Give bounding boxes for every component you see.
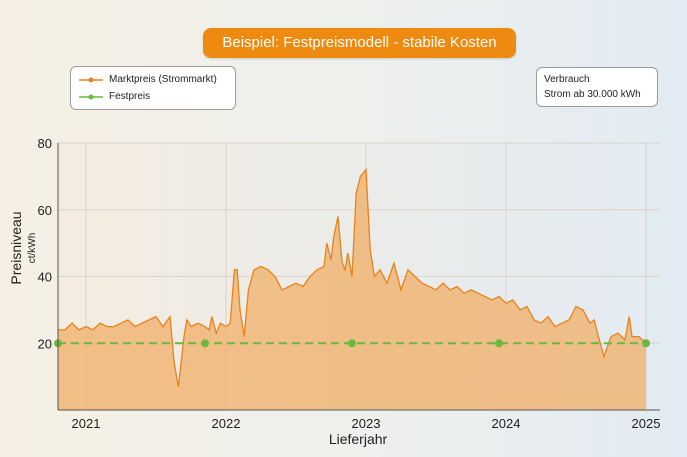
y-tick-label: 60 (38, 203, 52, 218)
market-price-line (58, 168, 647, 387)
info-box-text: Strom ab 30.000 kWh (544, 89, 641, 100)
market-price-area (58, 169, 646, 410)
legend: Marktpreis (Strommarkt) Festpreis (70, 66, 236, 110)
legend-marker-fixed (79, 94, 103, 100)
y-axis-unit: ct/kWh (27, 233, 38, 264)
x-tick-label: 2023 (352, 416, 381, 431)
y-axis-label: Preisniveau (8, 211, 24, 284)
y-tick-labels: 20 40 60 80 (38, 136, 52, 351)
fixed-price-point (495, 339, 503, 348)
fixed-price-series (54, 339, 650, 348)
x-tick-label: 2025 (632, 416, 661, 431)
legend-label-fixed: Festpreis (109, 91, 151, 102)
x-tick-label: 2024 (492, 416, 521, 431)
legend-marker-market (79, 77, 103, 83)
legend-label-market: Marktpreis (Strommarkt) (109, 74, 217, 85)
x-axis-label: Lieferjahr (329, 431, 388, 447)
x-tick-labels: 2021 2022 2023 2024 2025 (72, 416, 661, 431)
x-tick-label: 2021 (72, 416, 101, 431)
consumption-info-box: Verbrauch Strom ab 30.000 kWh (536, 67, 658, 107)
x-tick-label: 2022 (212, 416, 241, 431)
info-box-title: Verbrauch (544, 74, 590, 85)
y-tick-label: 40 (38, 270, 52, 285)
fixed-price-point (201, 339, 209, 348)
fixed-price-point (348, 339, 356, 348)
y-tick-label: 80 (38, 136, 52, 151)
y-tick-label: 20 (38, 336, 52, 351)
fixed-price-point (642, 339, 650, 348)
chart-title: Beispiel: Festpreismodell - stabile Kost… (203, 28, 516, 58)
